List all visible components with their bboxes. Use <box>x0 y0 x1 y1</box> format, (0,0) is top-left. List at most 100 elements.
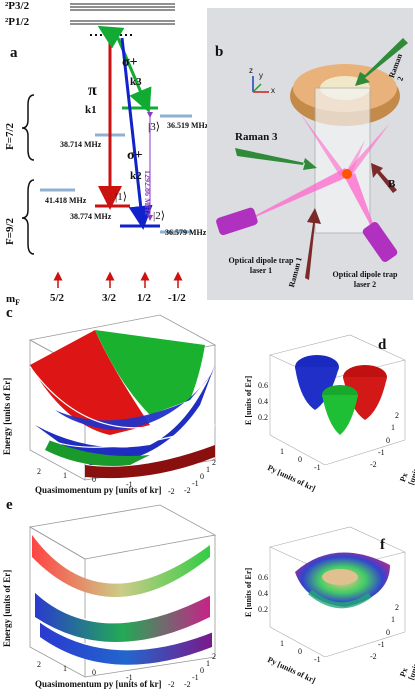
panel-d: d E [units of Er] 0.6 0.4 0.2 Py [units … <box>240 305 415 497</box>
d-xtick-1: 1 <box>280 447 284 456</box>
d-ytick-04: 0.4 <box>258 397 268 406</box>
f72-label: F=7/2 <box>4 122 16 150</box>
state-1: |1⟩ <box>115 191 127 203</box>
raman-2-arrow <box>355 38 408 86</box>
trap-laser-2 <box>362 222 398 262</box>
f-xtick-1: 1 <box>280 639 284 648</box>
f-ztick-2: 2 <box>395 603 399 612</box>
trap-laser-2-label: Optical dipole trap laser 2 <box>332 270 398 289</box>
c-side--1: -1 <box>192 479 199 488</box>
dispersion-3d-plot-c <box>28 314 217 481</box>
mid-band-e <box>35 592 210 642</box>
raman-1-arrow <box>305 208 321 280</box>
e-side-1: 1 <box>206 659 210 668</box>
trap-laser-1 <box>216 207 258 236</box>
d-xtick--1: -1 <box>314 463 321 472</box>
level-p32-label: ²P3/2 <box>5 0 30 12</box>
panel-e-letter: e <box>6 497 13 513</box>
state-3: |3⟩ <box>148 121 160 133</box>
k2-label: k2 <box>130 170 142 182</box>
mf-5/2: 5/2 <box>50 292 65 304</box>
f-ztick--2: -2 <box>370 652 377 661</box>
d-ztick-0: 0 <box>386 436 390 445</box>
c-side-2: 2 <box>212 458 216 467</box>
c-xtick-0: 0 <box>92 475 96 484</box>
k3-label: k3 <box>130 76 142 88</box>
d-ztick--1: -1 <box>378 448 385 457</box>
panel-c-xlabel: Quasimomentum py [units of kr] <box>35 485 162 495</box>
green-surface <box>95 330 205 415</box>
c-side-0: 0 <box>200 472 204 481</box>
p32-lines <box>70 3 175 11</box>
panel-d-letter: d <box>378 337 387 353</box>
f-ztick--1: -1 <box>378 640 385 649</box>
atom-cloud <box>342 169 352 179</box>
panel-b-letter: b <box>215 44 224 60</box>
pi-label: π <box>88 82 97 99</box>
panel-a-letter: a <box>10 45 18 61</box>
c-side--2: -2 <box>184 486 191 495</box>
panel-d-ylabel: E [units of Er] <box>244 375 253 425</box>
dispersion-3d-plot-d <box>269 334 406 466</box>
top-band-e <box>32 535 210 597</box>
freq-38714: 38.714 MHz <box>60 140 102 149</box>
freq-41418: 41.418 MHz <box>45 196 87 205</box>
f-ytick-04: 0.4 <box>258 589 268 598</box>
panel-e-ylabel: Energy [units of Er] <box>2 569 12 647</box>
panel-c: c Energy [units of Er] Quasimomentum py … <box>0 305 240 497</box>
e-side-2: 2 <box>212 652 216 661</box>
c-side-1: 1 <box>206 465 210 474</box>
f-xtick-0: 0 <box>298 647 302 656</box>
low-band-e <box>40 622 212 665</box>
mf-sub: F <box>15 298 21 308</box>
trap-beam-5 <box>345 140 365 176</box>
b-field-label: B <box>388 178 396 190</box>
c-xtick--1: -1 <box>126 480 133 489</box>
brace-f72 <box>21 94 35 161</box>
apparatus-illustration <box>207 8 413 300</box>
dispersion-3d-plot-f <box>269 526 406 658</box>
beam-sigma2-arrow <box>120 37 153 230</box>
e-xtick--1: -1 <box>126 673 133 682</box>
dispersion-3d-plot-e <box>28 504 217 678</box>
p12-lines <box>70 20 175 25</box>
mf-arrows <box>53 271 183 288</box>
freq-36579: 36.579 MHz <box>165 228 207 237</box>
panel-f-letter: f <box>380 537 385 553</box>
trap-beam-4 <box>300 113 345 176</box>
upper-blue <box>55 370 215 430</box>
e-side--2: -2 <box>184 680 191 689</box>
trap-beam-1 <box>235 168 350 226</box>
panel-e-xlabel: Quasimomentum py [units of kr] <box>35 679 162 689</box>
beam-sigma3-arrow-2 <box>97 25 125 49</box>
panel-c-letter: c <box>6 305 13 321</box>
lower-red <box>85 445 215 479</box>
d-ytick-06: 0.6 <box>258 381 268 390</box>
b-field-arrow <box>371 163 397 193</box>
panel-a: a ²P3/2 ²P1/2 π k1 σ+ k3 σ+ k2 |1⟩ |2⟩ |… <box>0 0 215 308</box>
panel-e: e Energy [units of Er] Quasimomentum py … <box>0 497 240 693</box>
freq-36519: 36.519 MHz <box>167 121 209 130</box>
level-p12-label: ²P1/2 <box>5 16 30 28</box>
panel-b: b z y x Raman 2 Raman 3 Raman 1 Optical … <box>205 8 415 303</box>
panel-c-ylabel: Energy [units of Er] <box>2 377 12 455</box>
brace-f92 <box>21 179 35 255</box>
level-diagram <box>21 3 192 288</box>
mf-1/2: 1/2 <box>137 292 152 304</box>
f-ytick-06: 0.6 <box>258 573 268 582</box>
k1-label: k1 <box>85 104 97 116</box>
axis-z: z <box>249 66 253 75</box>
panel-f-ylabel: E [units of Er] <box>244 567 253 617</box>
raman-3-label: Raman 3 <box>235 131 278 143</box>
d-xtick-0: 0 <box>298 455 302 464</box>
d-ztick-2: 2 <box>395 411 399 420</box>
panel-f: f E [units of Er] 0.6 0.4 0.2 Py [units … <box>240 497 415 693</box>
mf-3/2: 3/2 <box>102 292 117 304</box>
d-ztick-1: 1 <box>391 423 395 432</box>
state-2: |2⟩ <box>153 210 165 222</box>
mf--1/2: -1/2 <box>168 292 186 304</box>
e-xtick-1: 1 <box>63 664 67 673</box>
sigma2-label: σ+ <box>127 148 143 163</box>
c-xtick-1: 1 <box>63 471 67 480</box>
d-ztick--2: -2 <box>370 460 377 469</box>
